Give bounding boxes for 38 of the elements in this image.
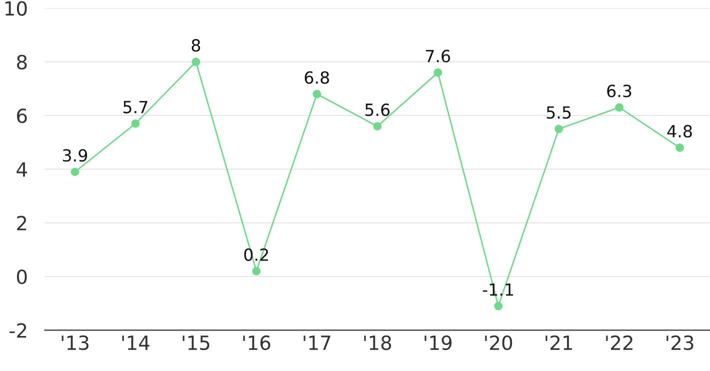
y-tick-label: 10: [5, 1, 27, 16]
point: [252, 266, 261, 276]
data-label: 6.8: [304, 71, 329, 84]
y-tick-label: -2: [10, 323, 26, 338]
data-label: 3.9: [62, 149, 88, 162]
data-label: 6.3: [607, 84, 632, 98]
x-tick-label: '18: [364, 335, 392, 350]
point: [615, 103, 624, 112]
y-tick-label: 6: [17, 108, 27, 124]
point: [312, 90, 322, 98]
y-tick-label: 4: [16, 162, 27, 177]
x-tick-label: '15: [182, 336, 210, 350]
point: [494, 302, 502, 310]
x-tick-label: '13: [62, 335, 88, 350]
point: [373, 122, 382, 130]
x-tick-label: '14: [122, 336, 150, 350]
data-label: 4.8: [667, 124, 692, 138]
point: [554, 124, 563, 134]
data-label: 5.5: [546, 106, 571, 119]
point: [131, 119, 140, 128]
x-tick-label: '17: [304, 336, 330, 350]
x-tick-label: '21: [546, 335, 572, 350]
x-tick-label: '20: [485, 335, 512, 350]
point: [676, 144, 684, 152]
x-tick-label: '23: [666, 335, 694, 350]
point: [434, 68, 442, 77]
y-tick-label: 8: [17, 54, 27, 70]
y-tick-label: 2: [17, 216, 26, 230]
x-tick-label: '16: [243, 335, 270, 350]
point: [192, 58, 200, 66]
point: [70, 168, 80, 176]
data-label: 5.6: [365, 103, 390, 116]
x-tick-label: '19: [424, 335, 452, 350]
x-tick-label: '22: [606, 335, 632, 350]
data-label: 8: [192, 39, 200, 52]
data-label: 7.6: [426, 50, 450, 62]
y-tick-label: 0: [16, 269, 27, 284]
data-label: 5.7: [123, 100, 148, 114]
